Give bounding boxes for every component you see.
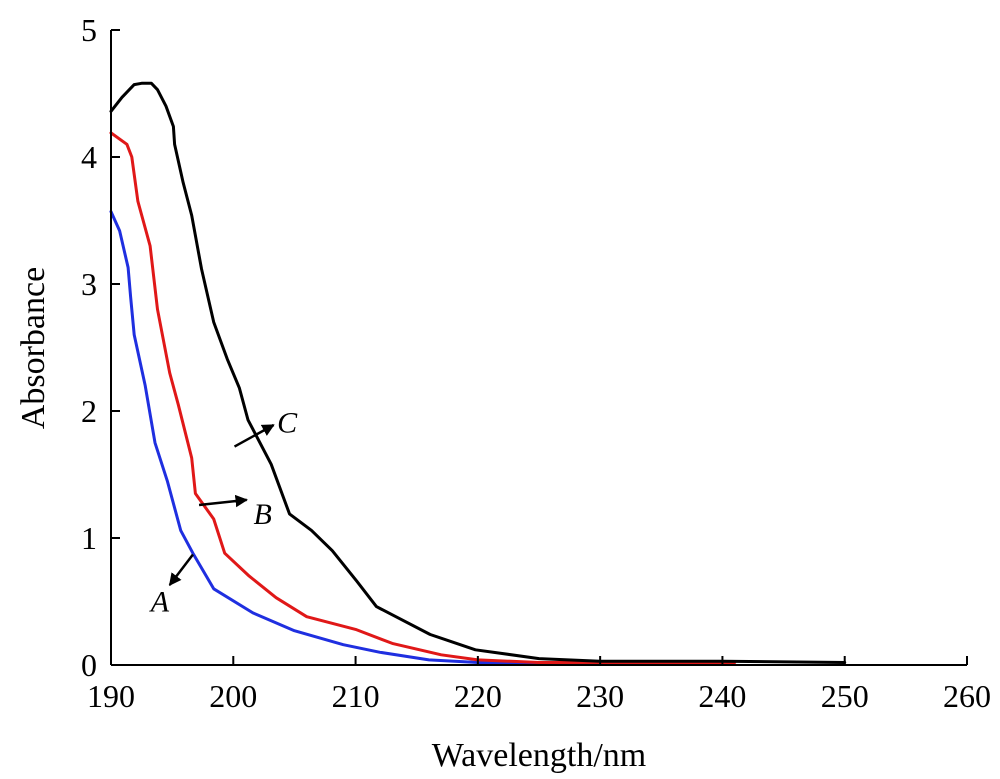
x-tick-label: 190 xyxy=(87,678,135,714)
y-tick-label: 1 xyxy=(81,520,97,556)
series-line-c xyxy=(109,81,847,664)
series-annotations: A B C xyxy=(149,407,298,619)
x-tick-label: 220 xyxy=(454,678,502,714)
x-tick-label: 260 xyxy=(943,678,991,714)
y-tick-label: 5 xyxy=(81,12,97,48)
x-tick-label: 200 xyxy=(209,678,257,714)
y-tick-label: 0 xyxy=(81,647,97,683)
y-axis-title: Absorbance xyxy=(15,267,52,429)
x-tick-label: 250 xyxy=(821,678,869,714)
x-tick-label: 230 xyxy=(576,678,624,714)
y-axis-ticks: 0 1 2 3 4 5 xyxy=(81,12,120,683)
series-label-c: C xyxy=(277,407,298,440)
series-line-b xyxy=(109,131,737,664)
series-line-a xyxy=(109,210,578,666)
y-tick-label: 4 xyxy=(81,139,97,175)
y-tick-label: 2 xyxy=(81,393,97,429)
series-arrow-c xyxy=(233,423,275,448)
x-tick-label: 210 xyxy=(332,678,380,714)
series-arrow-b xyxy=(198,494,248,508)
y-tick-label: 3 xyxy=(81,266,97,302)
plot-lines xyxy=(109,81,847,666)
x-tick-label: 240 xyxy=(698,678,746,714)
series-label-b: B xyxy=(253,498,271,531)
x-axis-title: Wavelength/nm xyxy=(432,737,646,774)
series-label-a: A xyxy=(149,586,170,619)
x-axis-ticks: 190 200 210 220 230 240 250 260 xyxy=(87,656,991,714)
series-arrow-a xyxy=(168,553,194,586)
